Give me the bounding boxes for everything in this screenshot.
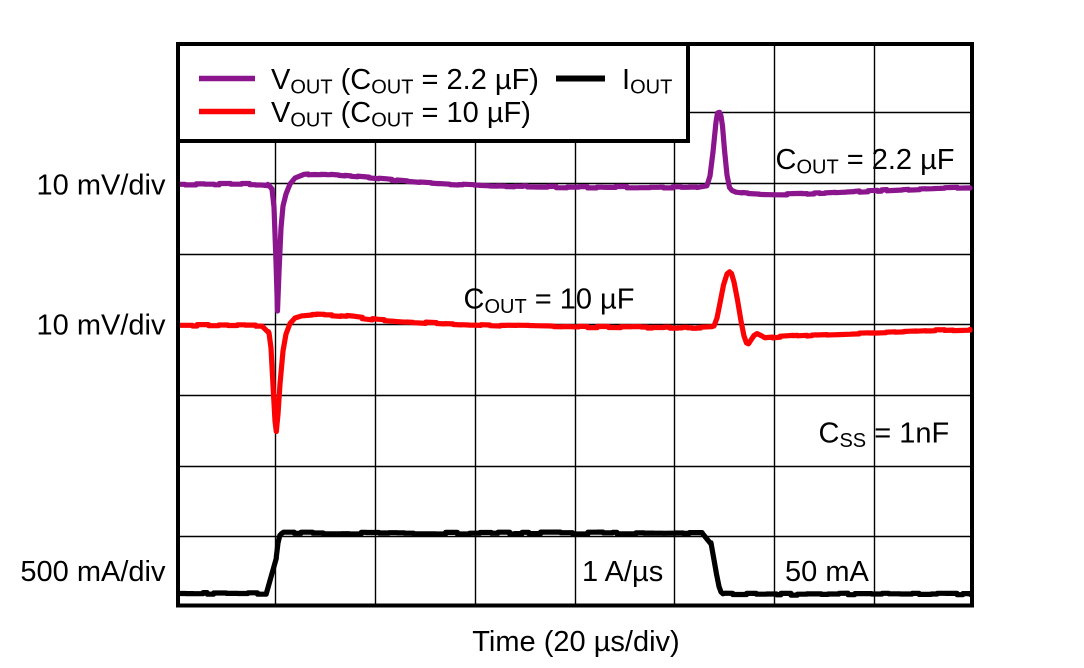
svg-text:1 A/µs: 1 A/µs bbox=[582, 556, 663, 588]
svg-text:CSS​ = 1nF: CSS​ = 1nF bbox=[819, 418, 950, 453]
svg-text:500 mA/div: 500 mA/div bbox=[20, 556, 166, 588]
svg-text:10 mV/div: 10 mV/div bbox=[37, 310, 166, 342]
svg-text:10 mV/div: 10 mV/div bbox=[37, 170, 166, 202]
svg-text:50 mA: 50 mA bbox=[785, 556, 869, 588]
svg-text:Time (20 µs/div): Time (20 µs/div) bbox=[472, 626, 679, 658]
